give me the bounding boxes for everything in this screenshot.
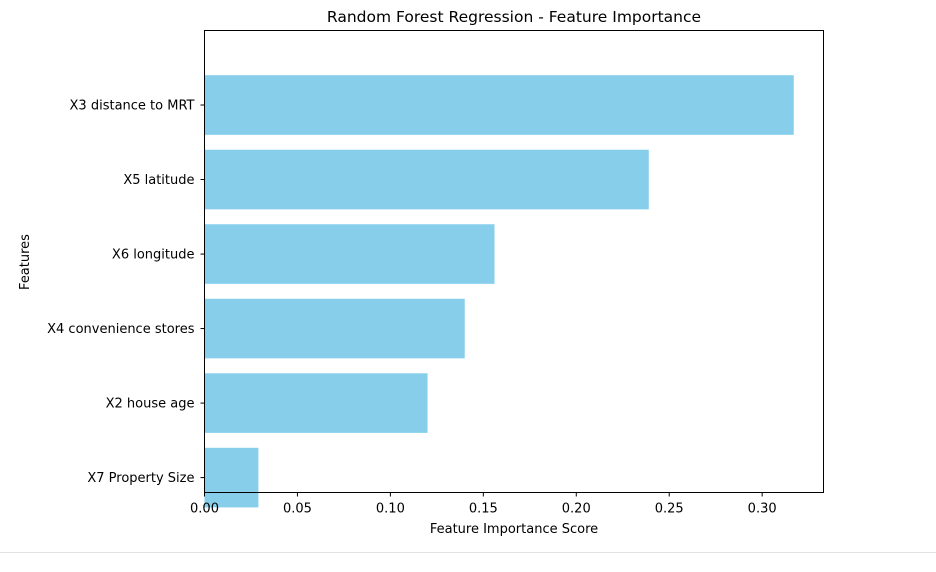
- x-tick-label: 0.15: [469, 502, 498, 517]
- feature-importance-chart: Random Forest Regression - Feature Impor…: [18, 8, 824, 537]
- bar-2: [204, 224, 495, 284]
- chart-area: Random Forest Regression - Feature Impor…: [18, 8, 824, 537]
- y-axis: X3 distance to MRT X5 latitude X6 longitud…: [47, 99, 205, 486]
- x-tick-label: 0.30: [748, 502, 777, 517]
- y-tick-label: X7 Property Size: [87, 471, 194, 486]
- y-axis-label: Features: [18, 234, 33, 290]
- y-tick-label: X4 convenience stores: [47, 322, 195, 337]
- bar-3: [204, 298, 465, 359]
- y-tick-label: X6 longitude: [112, 248, 195, 263]
- y-tick-label: X3 distance to MRT: [70, 99, 195, 114]
- y-tick-label: X2 house age: [106, 397, 195, 412]
- bar-0: [204, 75, 794, 135]
- x-axis-label: Feature Importance Score: [430, 522, 598, 537]
- x-tick-label: 0.25: [655, 502, 684, 517]
- bar-4: [204, 373, 428, 433]
- x-tick-label: 0.00: [190, 502, 219, 517]
- bars-layer: [204, 75, 794, 508]
- x-axis: 0.00 0.05 0.10 0.15 0.20 0.25 0.30: [190, 492, 777, 517]
- y-tick-label: X5 latitude: [123, 173, 194, 188]
- chart-title: Random Forest Regression - Feature Impor…: [327, 8, 701, 26]
- bottom-divider: [0, 552, 936, 553]
- bar-5: [204, 447, 259, 508]
- x-tick-label: 0.20: [562, 502, 591, 517]
- bar-1: [204, 149, 649, 210]
- x-tick-label: 0.10: [376, 502, 405, 517]
- x-tick-label: 0.05: [283, 502, 312, 517]
- plot-frame: [204, 30, 824, 493]
